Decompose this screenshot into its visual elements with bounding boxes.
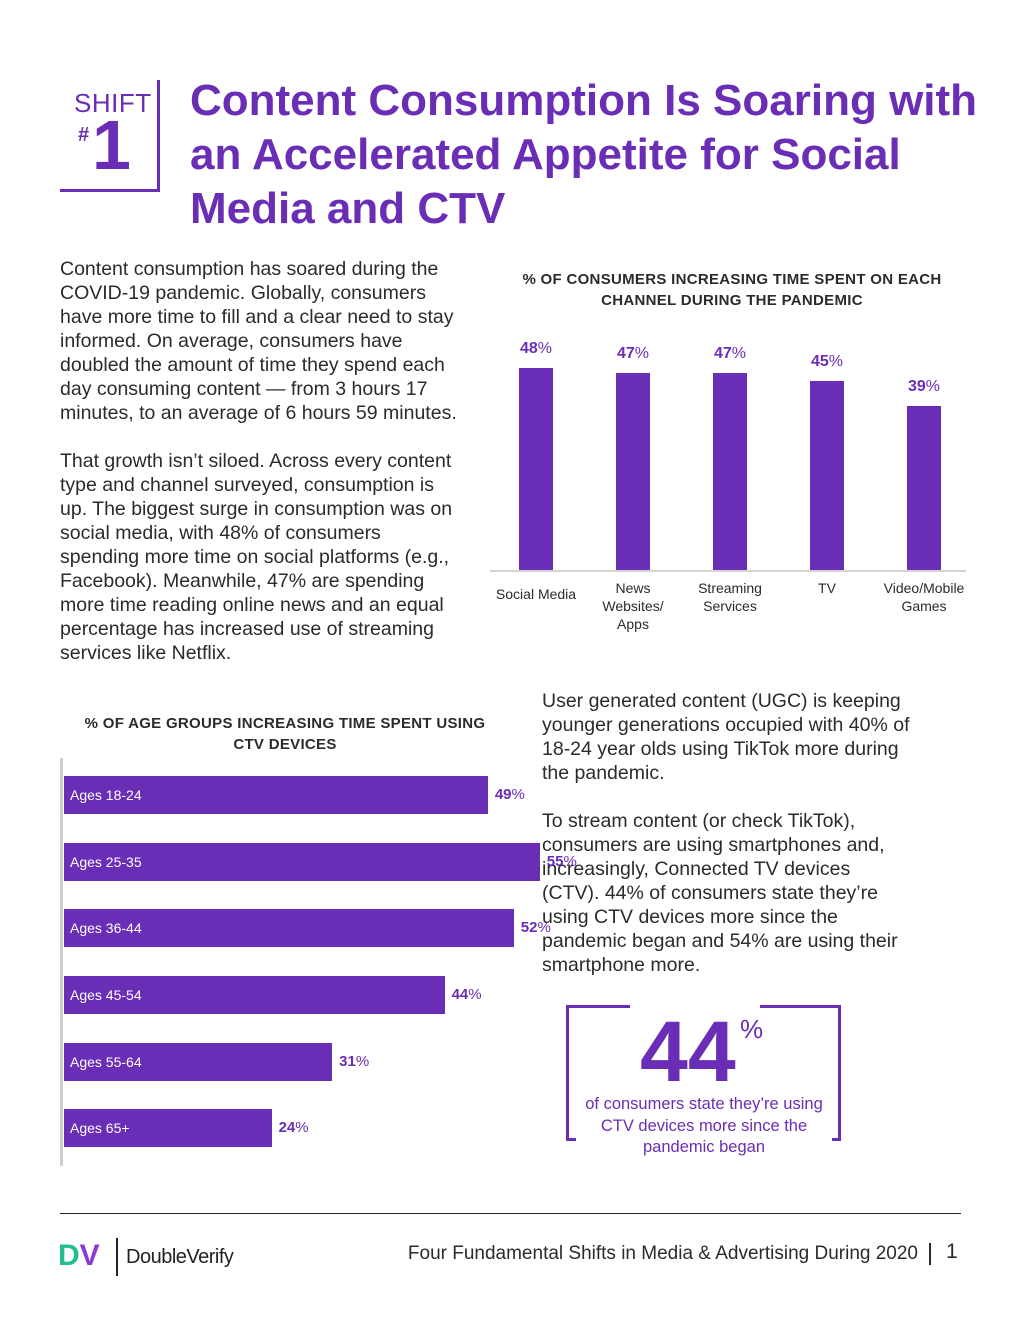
age-chart-title: % OF AGE GROUPS INCREASING TIME SPENT US… (84, 715, 486, 753)
age-bar-value: 52% (520, 919, 551, 936)
channel-chart-baseline (490, 570, 966, 572)
stat-frame-top-right (760, 1005, 841, 1008)
stat-percent-sign: % (740, 1014, 764, 1044)
channel-category-label: TV (818, 580, 836, 596)
channel-category-label: Social Media (495, 586, 577, 602)
footer-separator (929, 1243, 931, 1265)
intro-paragraph: Content consumption has soared during th… (60, 258, 457, 424)
age-chart-axis (60, 758, 63, 1166)
channel-bar-value: 39% (907, 378, 941, 396)
footer-divider (60, 1213, 961, 1214)
growth-paragraph: That growth isn’t siloed. Across every c… (60, 450, 453, 664)
age-bar (64, 776, 488, 814)
channel-category-label: Video/Mobile Games (883, 580, 965, 614)
channel-bar (616, 372, 650, 570)
age-bar (64, 1043, 333, 1081)
age-bar-value: 31% (339, 1053, 370, 1070)
age-bar (64, 1109, 272, 1147)
age-bar-value: 49% (494, 786, 525, 803)
shift-badge: SHIFT # 1 (60, 80, 160, 192)
age-bar (64, 843, 540, 881)
channel-bar (713, 372, 747, 570)
shift-number: 1 (92, 106, 131, 184)
channel-bar (810, 381, 844, 570)
ugc-paragraph: User generated content (UGC) is keeping … (542, 690, 910, 784)
age-bar-chart: Ages 18-24 49% Ages 25-35 55% Ages 36-44 52% A… (60, 758, 577, 1168)
age-category-label: Ages 55-64 (70, 1054, 142, 1070)
logo-wordmark: DoubleVerify (126, 1246, 234, 1268)
channel-category-label: News Websites/Apps (602, 580, 664, 632)
age-bar (64, 909, 514, 947)
age-category-label: Ages 45-54 (70, 987, 142, 1003)
logo-d-letter: D (58, 1239, 80, 1272)
age-bar-value: 44% (451, 986, 482, 1003)
page-title: Content Consumption Is Soaring with an A… (190, 76, 978, 233)
logo-v-letter: V (79, 1239, 100, 1272)
age-category-label: Ages 18-24 (70, 787, 142, 803)
channel-bar-value: 47% (713, 344, 747, 362)
footer-report-title: Four Fundamental Shifts in Media & Adver… (407, 1243, 918, 1264)
stat-number: 44 (640, 1004, 736, 1100)
page-number: 1 (946, 1240, 958, 1263)
channel-bar-value: 45% (810, 353, 844, 370)
shift-label: SHIFT (74, 88, 152, 118)
channel-bar-value: 48% (519, 340, 553, 358)
logo-separator (116, 1238, 118, 1276)
channel-category-label: Streaming Services (698, 580, 762, 614)
age-bar-value: 55% (546, 853, 577, 870)
age-category-label: Ages 36-44 (70, 920, 142, 936)
stat-frame-top-left (566, 1005, 630, 1008)
shift-hash: # (78, 124, 90, 146)
stat-caption: of consumers state they’re using CTV dev… (576, 1094, 832, 1159)
age-bar-value: 24% (278, 1119, 309, 1136)
dv-logo-mark: DV (58, 1240, 100, 1272)
channel-chart-title: % OF CONSUMERS INCREASING TIME SPENT ON … (522, 271, 942, 309)
channel-bar (907, 406, 941, 570)
age-category-label: Ages 25-35 (70, 854, 142, 870)
age-bar (64, 976, 445, 1014)
ctv-paragraph: To stream content (or check TikTok), con… (542, 810, 898, 976)
age-category-label: Ages 65+ (70, 1120, 130, 1136)
stat-callout-frame (566, 1005, 841, 1141)
channel-bar-chart: 48% Social Media 47% News Websites/Apps 47% St… (488, 330, 972, 650)
channel-bar-value: 47% (616, 344, 650, 362)
channel-bar (519, 368, 553, 570)
